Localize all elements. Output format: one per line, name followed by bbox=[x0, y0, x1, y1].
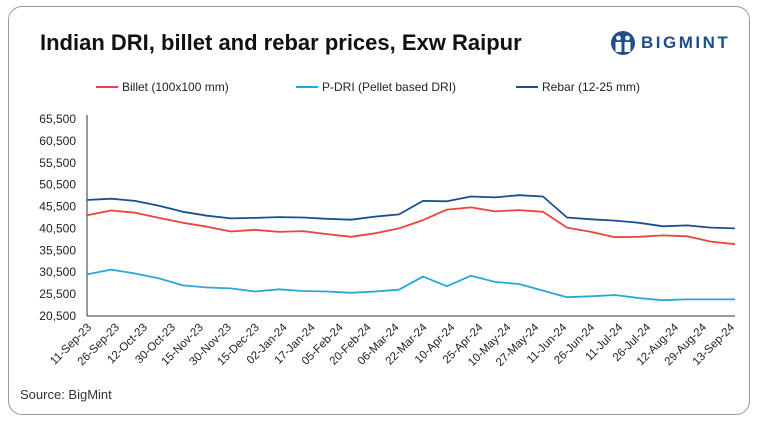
y-tick-label: 45,500 bbox=[39, 200, 76, 214]
y-tick-label: 60,500 bbox=[39, 134, 76, 148]
legend-label: Billet (100x100 mm) bbox=[122, 80, 229, 94]
y-tick-label: 35,500 bbox=[39, 243, 76, 257]
legend-label: Rebar (12-25 mm) bbox=[542, 80, 640, 94]
series-line bbox=[86, 194, 736, 230]
series-line bbox=[86, 206, 736, 246]
bigmint-logo-text: BIGMINT bbox=[641, 33, 731, 52]
y-tick-label: 25,500 bbox=[39, 287, 76, 301]
chart-title: Indian DRI, billet and rebar prices, Exw… bbox=[40, 30, 522, 55]
legend-label: P-DRI (Pellet based DRI) bbox=[322, 80, 456, 94]
bigmint-logo: BIGMINT bbox=[610, 30, 730, 56]
chart-card bbox=[8, 6, 750, 415]
y-tick-label: 30,500 bbox=[39, 265, 76, 279]
bigmint-logo-icon bbox=[611, 31, 635, 55]
source-note: Source: BigMint bbox=[20, 387, 112, 402]
series-line bbox=[86, 268, 735, 302]
y-tick-label: 20,500 bbox=[39, 309, 76, 323]
y-tick-label: 40,500 bbox=[39, 221, 76, 235]
y-tick-label: 50,500 bbox=[39, 178, 76, 192]
y-tick-label: 55,500 bbox=[39, 156, 76, 170]
y-tick-label: 65,500 bbox=[39, 112, 76, 126]
